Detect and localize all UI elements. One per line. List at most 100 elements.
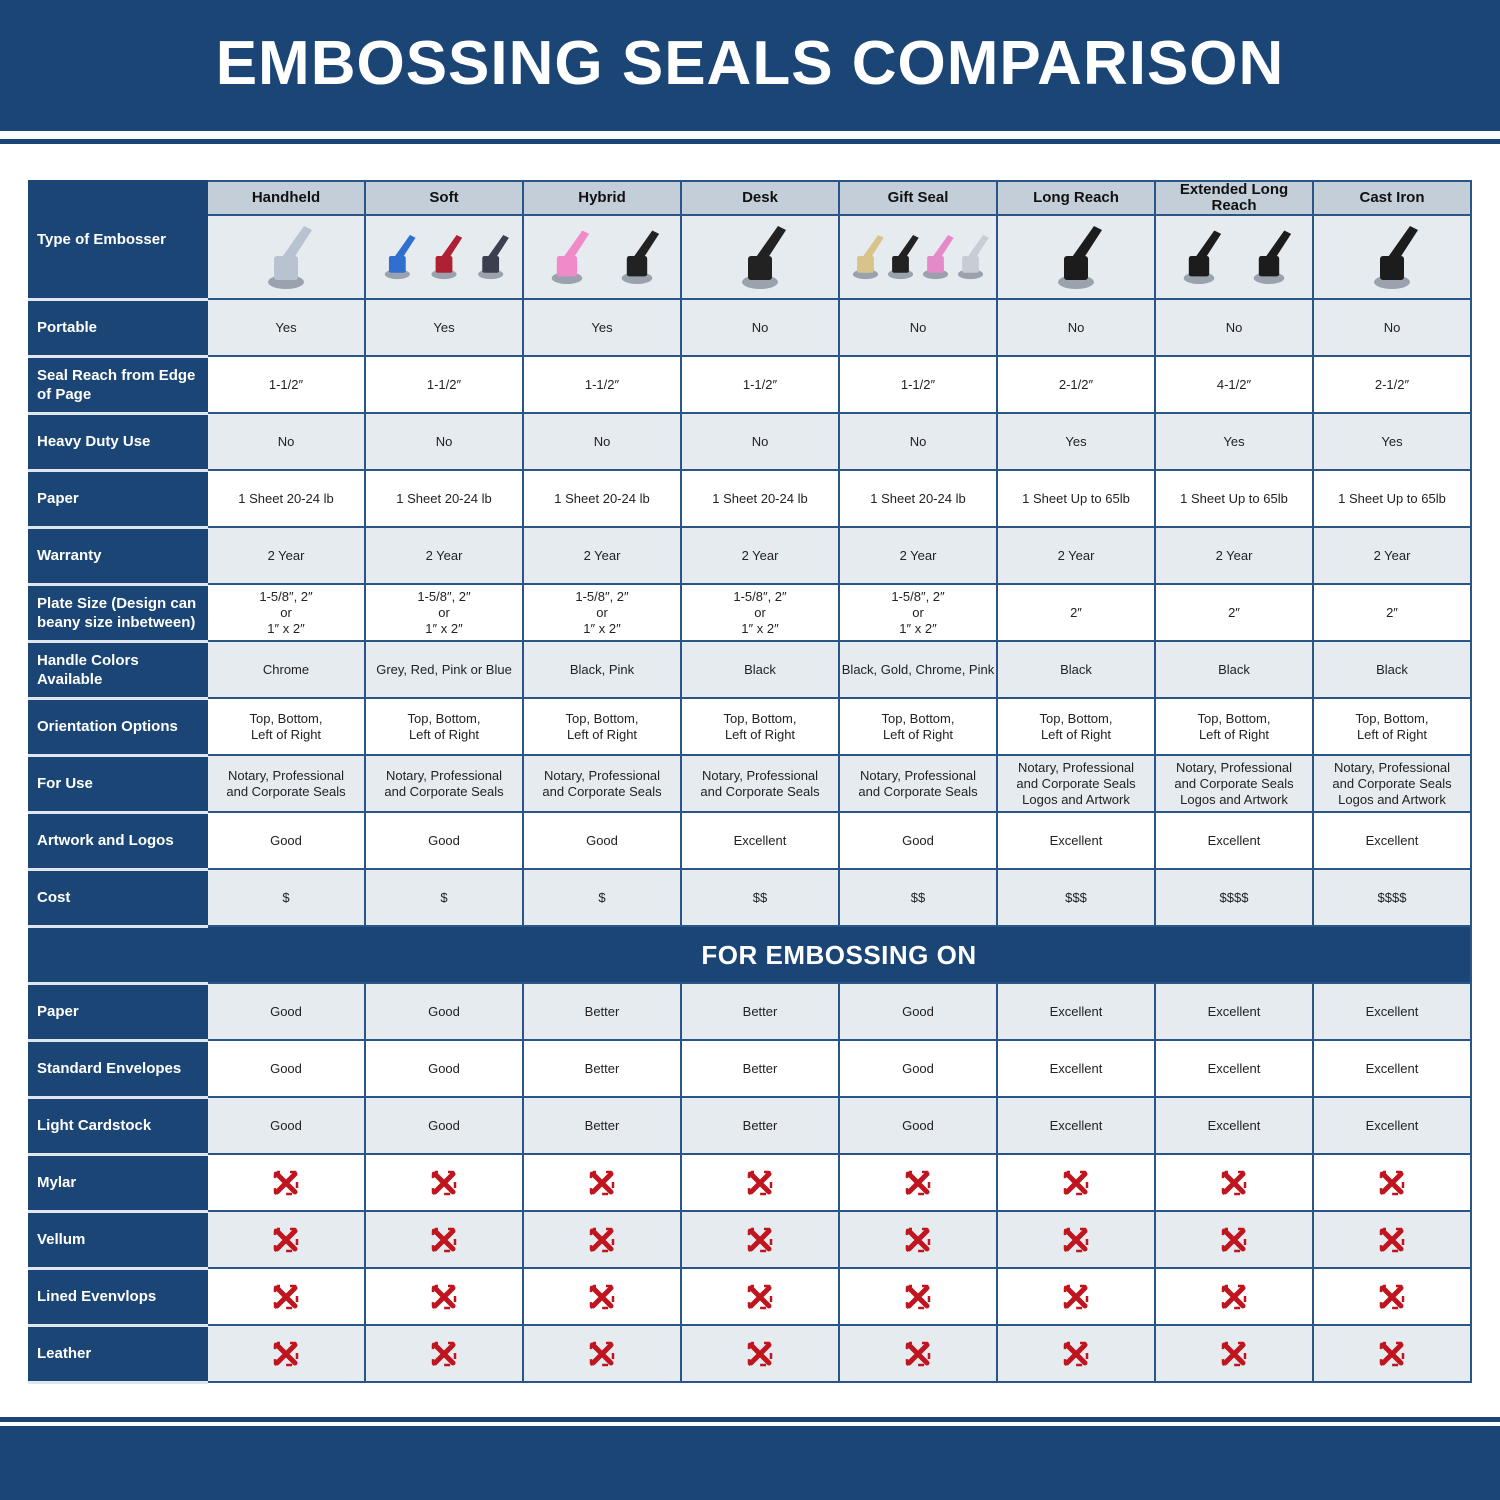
cell-text: Notary, Professional and Corporate Seals bbox=[700, 767, 820, 799]
cell-text: Top, Bottom, Left of Right bbox=[565, 710, 639, 742]
not-supported-x-icon bbox=[1312, 1267, 1472, 1326]
table-row: Light Cardstock Good Good Better Better Good E… bbox=[28, 1096, 1472, 1156]
cell-value: Excellent bbox=[996, 982, 1156, 1041]
cell-text: 2 Year bbox=[583, 547, 621, 563]
not-supported-x-icon bbox=[838, 1153, 998, 1212]
cell-value: 2 Year bbox=[1312, 526, 1472, 585]
cell-value: 2 Year bbox=[522, 526, 682, 585]
row-label: Warranty bbox=[28, 526, 208, 586]
long-reach-embosser-image bbox=[996, 214, 1156, 300]
cell-text: Top, Bottom, Left of Right bbox=[1039, 710, 1113, 742]
cell-value: Good bbox=[838, 1039, 998, 1098]
not-supported-x-icon bbox=[206, 1324, 366, 1383]
row-label: Heavy Duty Use bbox=[28, 412, 208, 472]
section-label-spacer bbox=[28, 925, 208, 985]
cell-text: Yes bbox=[1381, 433, 1403, 449]
cell-text: Notary, Professional and Corporate Seals… bbox=[1174, 759, 1294, 807]
cell-value: Yes bbox=[206, 298, 366, 357]
cell-value: 1 Sheet 20-24 lb bbox=[838, 469, 998, 528]
cell-value: Excellent bbox=[1312, 811, 1472, 870]
table-row: Leather bbox=[28, 1324, 1472, 1384]
section-title: FOR EMBOSSING ON bbox=[206, 925, 1472, 984]
cell-value: No bbox=[996, 298, 1156, 357]
cell-text: Yes bbox=[591, 319, 613, 335]
cell-value: Excellent bbox=[1154, 1039, 1314, 1098]
cell-text: 1-1/2″ bbox=[900, 376, 936, 392]
cell-value: Excellent bbox=[1154, 811, 1314, 870]
cell-text: 2 Year bbox=[1373, 547, 1411, 563]
not-supported-x-icon bbox=[680, 1153, 840, 1212]
cell-value: 1 Sheet 20-24 lb bbox=[364, 469, 524, 528]
cell-text: 1-1/2″ bbox=[742, 376, 778, 392]
cell-value: 1-1/2″ bbox=[838, 355, 998, 414]
row-label: Plate Size (Design can beany size inbetw… bbox=[28, 583, 208, 643]
not-supported-x-icon bbox=[364, 1210, 524, 1269]
cell-value: Good bbox=[206, 811, 366, 870]
cell-value: Excellent bbox=[996, 1039, 1156, 1098]
cell-text: 1-5/8″, 2″ or 1″ x 2″ bbox=[733, 588, 787, 636]
row-label: Vellum bbox=[28, 1210, 208, 1270]
cell-value: 1 Sheet Up to 65lb bbox=[1154, 469, 1314, 528]
cell-text: 1 Sheet 20-24 lb bbox=[238, 490, 334, 506]
cell-value: 1 Sheet 20-24 lb bbox=[680, 469, 840, 528]
cell-text: 2 Year bbox=[1215, 547, 1253, 563]
cell-text: Better bbox=[742, 1117, 778, 1133]
desk-embosser-image bbox=[680, 214, 840, 300]
cell-value: Yes bbox=[522, 298, 682, 357]
cell-value: Excellent bbox=[680, 811, 840, 870]
row-label: Light Cardstock bbox=[28, 1096, 208, 1156]
page-title: EMBOSSING SEALS COMPARISON bbox=[215, 29, 1285, 98]
cell-text: Good bbox=[586, 832, 618, 848]
cell-value: Notary, Professional and Corporate Seals bbox=[838, 754, 998, 813]
divider bbox=[0, 139, 1500, 144]
not-supported-x-icon bbox=[1312, 1210, 1472, 1269]
column-header: Gift Seal bbox=[838, 180, 998, 216]
cell-value: Black bbox=[680, 640, 840, 699]
cell-text: 1 Sheet 20-24 lb bbox=[712, 490, 808, 506]
table-row: Lined Evenvlops bbox=[28, 1267, 1472, 1327]
cell-value: $ bbox=[522, 868, 682, 927]
cell-value: 1-5/8″, 2″ or 1″ x 2″ bbox=[680, 583, 840, 642]
cell-text: Good bbox=[902, 1117, 934, 1133]
cell-value: No bbox=[364, 412, 524, 471]
cell-text: Better bbox=[742, 1003, 778, 1019]
cell-text: Excellent bbox=[1049, 1003, 1103, 1019]
cell-value: 2″ bbox=[1154, 583, 1314, 642]
cell-value: No bbox=[1312, 298, 1472, 357]
cell-text: Good bbox=[270, 832, 302, 848]
cell-text: 2-1/2″ bbox=[1058, 376, 1094, 392]
cell-text: 1 Sheet 20-24 lb bbox=[870, 490, 966, 506]
cell-text: Notary, Professional and Corporate Seals bbox=[858, 767, 978, 799]
cell-text: Grey, Red, Pink or Blue bbox=[376, 661, 512, 677]
cell-text: $$ bbox=[910, 889, 926, 905]
cell-value: No bbox=[838, 412, 998, 471]
row-label: Standard Envelopes bbox=[28, 1039, 208, 1099]
cell-value: Good bbox=[364, 1096, 524, 1155]
cell-text: 4-1/2″ bbox=[1216, 376, 1252, 392]
row-label: Portable bbox=[28, 298, 208, 358]
cell-text: No bbox=[1225, 319, 1243, 335]
table-row: Heavy Duty Use No No No No No Yes Yes Yes bbox=[28, 412, 1472, 472]
cell-text: 1 Sheet 20-24 lb bbox=[396, 490, 492, 506]
cell-value: No bbox=[522, 412, 682, 471]
title-banner bbox=[0, 0, 1500, 131]
table-row: Standard Envelopes Good Good Better Better Go… bbox=[28, 1039, 1472, 1099]
cell-value: Excellent bbox=[1154, 1096, 1314, 1155]
not-supported-x-icon bbox=[1312, 1324, 1472, 1383]
cell-text: Black bbox=[1218, 661, 1250, 677]
cell-value: 1 Sheet Up to 65lb bbox=[1312, 469, 1472, 528]
soft-embossers-image bbox=[364, 214, 524, 300]
cell-text: No bbox=[435, 433, 453, 449]
cell-text: No bbox=[751, 433, 769, 449]
cell-text: 1-1/2″ bbox=[268, 376, 304, 392]
cell-value: No bbox=[1154, 298, 1314, 357]
cell-value: Top, Bottom, Left of Right bbox=[1312, 697, 1472, 756]
cell-value: 2 Year bbox=[996, 526, 1156, 585]
cell-text: 1-5/8″, 2″ or 1″ x 2″ bbox=[259, 588, 313, 636]
cell-value: Good bbox=[364, 982, 524, 1041]
cell-text: 1 Sheet Up to 65lb bbox=[1180, 490, 1288, 506]
cell-value: $ bbox=[364, 868, 524, 927]
not-supported-x-icon bbox=[522, 1324, 682, 1383]
table-row: Vellum bbox=[28, 1210, 1472, 1270]
gift-seal-embossers-image bbox=[838, 214, 998, 300]
